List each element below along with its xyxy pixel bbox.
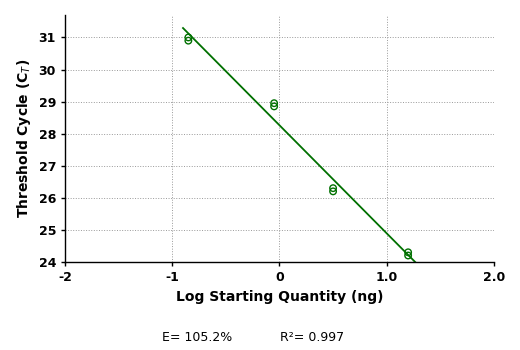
Point bbox=[270, 104, 278, 109]
Point bbox=[270, 100, 278, 106]
Text: E= 105.2%: E= 105.2% bbox=[162, 331, 233, 344]
Point bbox=[404, 250, 412, 255]
Point bbox=[329, 189, 337, 194]
X-axis label: Log Starting Quantity (ng): Log Starting Quantity (ng) bbox=[176, 289, 383, 303]
Text: R²= 0.997: R²= 0.997 bbox=[280, 331, 344, 344]
Y-axis label: Threshold Cycle (C$_T$): Threshold Cycle (C$_T$) bbox=[15, 59, 33, 218]
Point bbox=[329, 186, 337, 191]
Point bbox=[184, 38, 192, 43]
Point bbox=[404, 253, 412, 258]
Point bbox=[184, 35, 192, 40]
